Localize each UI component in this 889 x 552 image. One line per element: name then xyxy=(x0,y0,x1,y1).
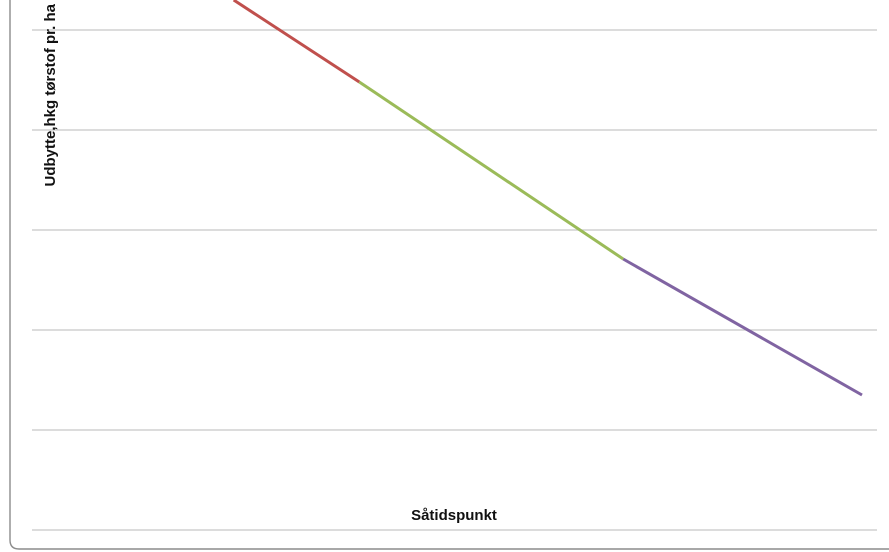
series-line-3 xyxy=(622,257,863,397)
y-axis-title: Udbytte,hkg tørstof pr. ha xyxy=(42,3,59,186)
gridlines xyxy=(32,29,877,531)
series-line-1 xyxy=(232,0,361,84)
x-axis-title: Såtidspunkt xyxy=(411,507,497,524)
series-lines xyxy=(232,0,863,397)
plot-frame xyxy=(9,0,889,550)
series-line-2 xyxy=(358,80,625,261)
